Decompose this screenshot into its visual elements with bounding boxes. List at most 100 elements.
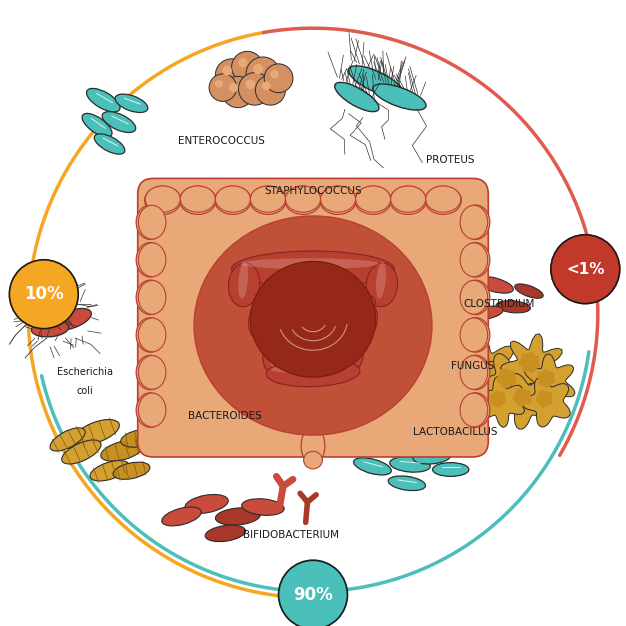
Ellipse shape [461,318,490,352]
Ellipse shape [74,419,120,444]
Ellipse shape [335,83,379,111]
Ellipse shape [285,187,321,214]
Ellipse shape [391,186,426,212]
Ellipse shape [321,186,356,212]
Text: PROTEUS: PROTEUS [426,155,475,165]
Ellipse shape [215,187,251,214]
Circle shape [264,64,293,93]
Ellipse shape [320,187,356,214]
Circle shape [253,64,264,74]
Ellipse shape [366,263,398,307]
Ellipse shape [138,318,166,352]
Ellipse shape [82,113,112,137]
Circle shape [262,81,270,90]
Ellipse shape [185,495,228,513]
Ellipse shape [356,186,391,212]
Ellipse shape [372,84,426,110]
Ellipse shape [367,439,409,456]
Ellipse shape [426,186,461,212]
Text: Escherichia: Escherichia [56,367,113,377]
Polygon shape [525,354,575,410]
Ellipse shape [257,299,267,333]
Circle shape [209,74,237,101]
Ellipse shape [136,318,164,352]
Ellipse shape [162,507,202,526]
Ellipse shape [31,321,69,337]
Ellipse shape [90,461,129,481]
Circle shape [9,260,78,329]
Ellipse shape [285,186,321,212]
Ellipse shape [250,187,286,214]
Polygon shape [477,376,525,428]
Ellipse shape [136,205,164,239]
Ellipse shape [138,356,166,389]
Ellipse shape [136,356,164,389]
Ellipse shape [476,277,513,293]
Ellipse shape [101,440,143,461]
Ellipse shape [138,280,166,314]
Polygon shape [480,354,538,413]
Ellipse shape [460,318,488,352]
Ellipse shape [250,290,376,324]
Ellipse shape [266,358,360,387]
Circle shape [222,76,254,108]
Ellipse shape [460,205,488,239]
Polygon shape [497,374,552,429]
Ellipse shape [433,463,469,476]
Ellipse shape [461,280,490,314]
Ellipse shape [138,243,166,277]
Ellipse shape [376,262,386,299]
Polygon shape [513,388,531,407]
Ellipse shape [53,309,91,330]
Polygon shape [500,334,564,398]
Ellipse shape [301,427,325,464]
Polygon shape [470,354,492,377]
Circle shape [222,66,232,76]
Polygon shape [538,369,555,388]
Polygon shape [518,352,540,373]
Ellipse shape [145,187,181,214]
Polygon shape [490,390,506,408]
Circle shape [229,83,238,93]
Ellipse shape [250,186,285,212]
Circle shape [245,80,255,90]
Ellipse shape [95,134,125,154]
Ellipse shape [354,458,391,475]
Polygon shape [522,377,570,427]
Ellipse shape [102,111,136,133]
Ellipse shape [413,450,451,464]
Ellipse shape [460,243,488,277]
Text: coli: coli [76,386,93,396]
Text: LACTOBACILLUS: LACTOBACILLUS [413,427,498,437]
Ellipse shape [138,205,166,239]
Ellipse shape [265,332,356,342]
Text: BIFIDOBACTERIUM: BIFIDOBACTERIUM [243,530,339,540]
Ellipse shape [136,393,164,427]
Ellipse shape [461,356,490,389]
Circle shape [215,59,248,91]
Ellipse shape [304,451,322,469]
Ellipse shape [461,205,490,239]
Ellipse shape [62,440,101,464]
Ellipse shape [121,429,161,447]
Ellipse shape [460,393,488,427]
Text: <1%: <1% [566,262,605,277]
Polygon shape [496,369,516,389]
Ellipse shape [242,499,284,515]
Circle shape [551,235,620,304]
Ellipse shape [388,476,426,491]
Ellipse shape [260,326,366,356]
Ellipse shape [215,186,250,212]
Ellipse shape [145,186,180,212]
Circle shape [239,73,271,105]
Text: FUNGUS: FUNGUS [451,361,494,371]
Ellipse shape [180,186,215,212]
Circle shape [270,70,279,78]
Circle shape [215,80,223,88]
Ellipse shape [338,336,363,374]
Ellipse shape [425,187,461,214]
Ellipse shape [349,300,377,341]
Ellipse shape [250,262,376,377]
FancyBboxPatch shape [138,178,488,457]
Ellipse shape [515,284,543,298]
